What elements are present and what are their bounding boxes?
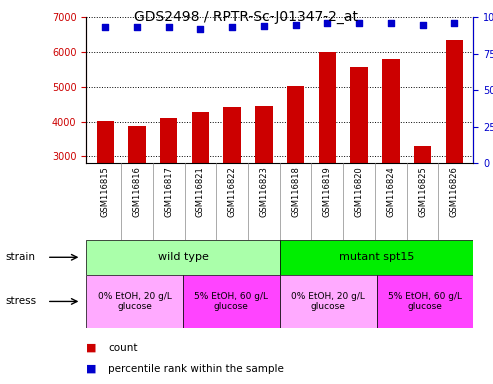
Text: GSM116824: GSM116824 xyxy=(387,166,395,217)
Bar xyxy=(280,240,473,275)
Text: GSM116818: GSM116818 xyxy=(291,166,300,217)
Text: GSM116816: GSM116816 xyxy=(133,166,141,217)
Text: GSM116822: GSM116822 xyxy=(228,166,237,217)
Bar xyxy=(223,107,241,260)
Text: GSM116821: GSM116821 xyxy=(196,166,205,217)
Text: GSM116817: GSM116817 xyxy=(164,166,173,217)
Point xyxy=(260,23,268,29)
Point xyxy=(102,25,109,31)
Text: percentile rank within the sample: percentile rank within the sample xyxy=(108,364,284,374)
Text: 0% EtOH, 20 g/L
glucose: 0% EtOH, 20 g/L glucose xyxy=(98,292,172,311)
Bar xyxy=(382,59,399,260)
Bar xyxy=(97,121,114,260)
Text: 0% EtOH, 20 g/L
glucose: 0% EtOH, 20 g/L glucose xyxy=(291,292,365,311)
Text: GDS2498 / RPTR-Sc-J01347-2_at: GDS2498 / RPTR-Sc-J01347-2_at xyxy=(135,10,358,23)
Bar xyxy=(86,275,183,328)
Point xyxy=(387,20,395,26)
Bar xyxy=(128,126,146,260)
Point xyxy=(450,20,458,26)
Point xyxy=(165,25,173,31)
Bar xyxy=(183,275,280,328)
Bar xyxy=(160,118,177,260)
Bar xyxy=(287,86,304,260)
Text: mutant spt15: mutant spt15 xyxy=(339,252,414,262)
Text: strain: strain xyxy=(5,252,35,262)
Point xyxy=(323,20,331,26)
Text: GSM116815: GSM116815 xyxy=(101,166,110,217)
Text: wild type: wild type xyxy=(158,252,209,262)
Text: GSM116819: GSM116819 xyxy=(323,166,332,217)
Point xyxy=(228,25,236,31)
Point xyxy=(133,25,141,31)
Bar xyxy=(86,240,280,275)
Point xyxy=(292,22,300,28)
Text: GSM116820: GSM116820 xyxy=(354,166,363,217)
Point xyxy=(197,26,205,32)
Text: GSM116825: GSM116825 xyxy=(418,166,427,217)
Bar xyxy=(377,275,473,328)
Bar xyxy=(280,275,377,328)
Text: count: count xyxy=(108,343,138,353)
Text: GSM116826: GSM116826 xyxy=(450,166,459,217)
Bar xyxy=(414,146,431,260)
Bar xyxy=(255,106,273,260)
Bar xyxy=(318,52,336,260)
Text: stress: stress xyxy=(5,296,36,306)
Text: 5% EtOH, 60 g/L
glucose: 5% EtOH, 60 g/L glucose xyxy=(388,292,462,311)
Text: ■: ■ xyxy=(86,343,97,353)
Text: 5% EtOH, 60 g/L
glucose: 5% EtOH, 60 g/L glucose xyxy=(194,292,268,311)
Text: GSM116823: GSM116823 xyxy=(259,166,268,217)
Bar xyxy=(192,113,209,260)
Point xyxy=(355,20,363,26)
Bar xyxy=(351,66,368,260)
Bar xyxy=(446,40,463,260)
Point xyxy=(419,22,426,28)
Text: ■: ■ xyxy=(86,364,97,374)
